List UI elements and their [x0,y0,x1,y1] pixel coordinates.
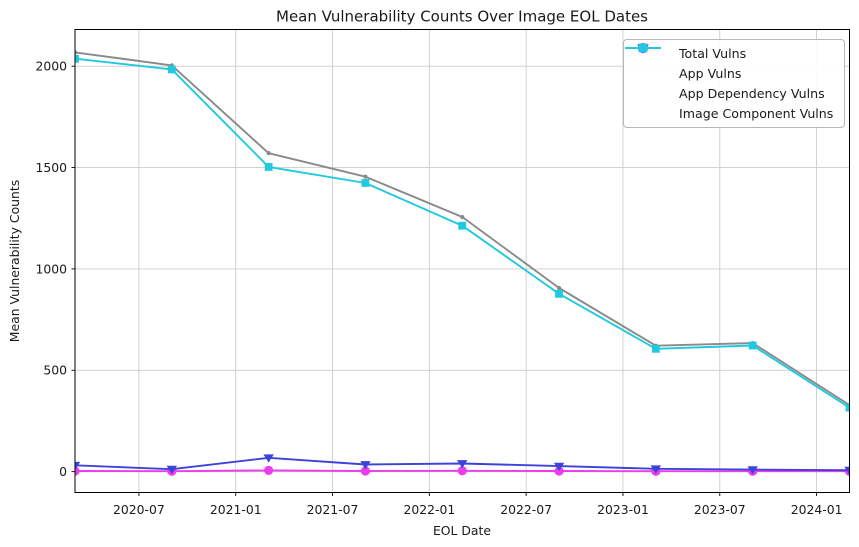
chart-title: Mean Vulnerability Counts Over Image EOL… [276,8,648,26]
marker-circle [554,466,564,476]
y-tick-label: 1000 [35,261,67,276]
marker-square [845,403,850,412]
legend-label: Total Vulns [679,46,747,62]
plot-series [75,50,850,476]
marker-triangle-down [360,461,371,470]
marker-triangle-down [263,454,274,463]
marker-square [748,341,757,350]
legend: Total Vulns App Vulns App Dependency Vul… [623,39,845,128]
legend-swatch-svg [625,43,661,53]
legend-label: App Vulns [679,66,742,82]
x-tick-label: 2022-01 [403,502,455,517]
marker-circle [75,466,80,476]
plot-border [74,29,850,493]
legend-item-app-vulns: App Vulns [625,42,836,84]
marker-dot [460,214,465,220]
marker-dot [363,174,368,179]
x-tick-label: 2023-01 [597,502,649,517]
marker-triangle-down [457,460,468,469]
marker-square [638,43,648,53]
x-tick-label: 2021-07 [307,502,359,517]
marker-triangle-down [844,466,850,476]
x-axis-label: EOL Date [433,523,491,538]
app-vulns-marker-icon [625,42,670,82]
marker-triangle-down [75,461,81,471]
marker-triangle-down [553,462,565,471]
marker-circle [457,466,467,476]
legend-label: App Dependency Vulns [679,85,825,101]
x-tick-label: 2024-01 [791,502,843,517]
marker-square [361,179,370,187]
marker-square [458,221,467,230]
marker-dot [266,151,271,156]
marker-circle [264,465,274,476]
marker-triangle-down [650,465,662,474]
marker-triangle-down [747,466,758,475]
y-tick-label: 500 [43,363,67,378]
y-tick-label: 1500 [35,160,67,175]
marker-square [264,163,273,171]
app-dependency-vulns-marker-icon [625,44,670,101]
image-component-vulns-marker-icon [625,43,670,121]
y-tick-label: 0 [59,464,67,479]
legend-label: Image Component Vulns [679,105,834,121]
marker-square [555,289,563,298]
y-axis-label: Mean Vulnerability Counts [7,180,22,342]
marker-triangle-down [166,465,178,474]
marker-dot [556,285,562,291]
marker-square [75,54,79,63]
y-tick-label: 2000 [35,59,67,74]
marker-square [167,65,176,74]
marker-square [651,344,660,353]
x-tick-label: 2022-07 [500,502,552,517]
axis-ticks [71,65,818,496]
x-tick-label: 2023-07 [694,502,746,517]
tick-labels: 2020-07 2021-01 2021-07 2022-01 2022-07 2023-… [35,59,842,517]
legend-item-app-dependency-vulns: App Dependency Vulns [625,44,836,104]
marker-circle [360,466,371,476]
x-tick-label: 2020-07 [113,502,165,517]
x-tick-label: 2021-01 [210,502,262,517]
legend-item-total-vulns: Total Vulns [625,44,836,64]
legend-item-image-component-vulns: Image Component Vulns [625,43,836,123]
marker-dot [75,50,78,55]
